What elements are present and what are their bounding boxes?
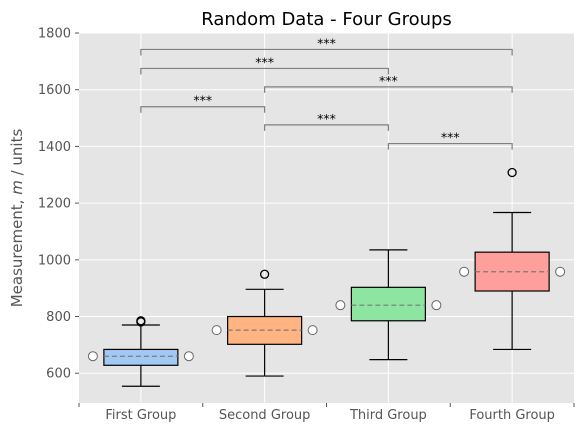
y-axis-label-suffix: / units xyxy=(8,129,26,181)
significance-label: *** xyxy=(317,111,336,126)
bracket-line xyxy=(264,86,513,93)
significance-bracket: *** xyxy=(264,73,513,93)
significance-bracket: *** xyxy=(140,93,266,113)
mean-marker-right xyxy=(431,300,442,311)
x-tick-label: Third Group xyxy=(349,408,427,423)
significance-label: *** xyxy=(255,54,274,69)
significance-bracket: *** xyxy=(264,111,389,131)
mean-marker-left xyxy=(87,351,98,362)
bracket-line xyxy=(387,142,513,150)
x-tick-label: First Group xyxy=(105,408,176,423)
significance-bracket: *** xyxy=(140,35,513,56)
significance-bracket: *** xyxy=(387,130,513,150)
box-3 xyxy=(335,249,442,361)
box-1 xyxy=(87,316,194,387)
outlier-point xyxy=(136,316,146,326)
x-tick-label: Fourth Group xyxy=(469,408,555,423)
mean-marker-left xyxy=(459,266,470,277)
box-plots xyxy=(87,167,566,387)
significance-label: *** xyxy=(317,35,336,50)
chart-title: Random Data - Four Groups xyxy=(201,9,452,30)
mean-marker-right xyxy=(555,266,566,277)
mean-marker-right xyxy=(307,325,318,336)
y-tick-label: 1200 xyxy=(38,197,71,212)
bracket-line xyxy=(140,48,513,56)
outlier-point xyxy=(507,167,517,178)
box-4 xyxy=(459,167,566,351)
plot-area xyxy=(79,33,574,403)
bracket-line xyxy=(264,124,389,131)
y-tick-label: 1400 xyxy=(38,140,71,155)
x-axis-ticks: First Group Second Group Third Group Fourth… xyxy=(78,403,575,423)
bracket-line xyxy=(140,67,389,75)
box-iqr xyxy=(103,348,179,366)
y-axis-ticks: 600 800 1000 1200 1400 1600 1800 xyxy=(38,27,79,382)
bracket-line xyxy=(140,106,266,113)
y-axis-label: Measurement, m / units xyxy=(8,129,26,308)
y-axis-label-variable: m xyxy=(8,180,26,195)
significance-bracket: *** xyxy=(140,54,389,75)
significance-label: *** xyxy=(193,93,212,108)
y-tick-label: 1000 xyxy=(38,253,71,268)
mean-marker-right xyxy=(183,351,194,362)
y-tick-label: 1600 xyxy=(38,83,71,98)
x-tick-label: Second Group xyxy=(219,408,311,423)
y-tick-label: 1800 xyxy=(38,27,71,42)
mean-marker-left xyxy=(211,325,222,336)
box-2 xyxy=(211,269,318,377)
outlier-point xyxy=(259,269,270,279)
significance-label: *** xyxy=(441,130,460,145)
y-tick-label: 800 xyxy=(46,310,71,325)
significance-brackets: *** *** *** *** *** *** xyxy=(140,35,513,150)
mean-marker-left xyxy=(335,300,346,311)
box-iqr xyxy=(350,286,426,322)
y-axis-label-prefix: Measurement, xyxy=(8,195,26,308)
significance-label: *** xyxy=(379,73,398,88)
y-tick-label: 600 xyxy=(46,367,71,382)
